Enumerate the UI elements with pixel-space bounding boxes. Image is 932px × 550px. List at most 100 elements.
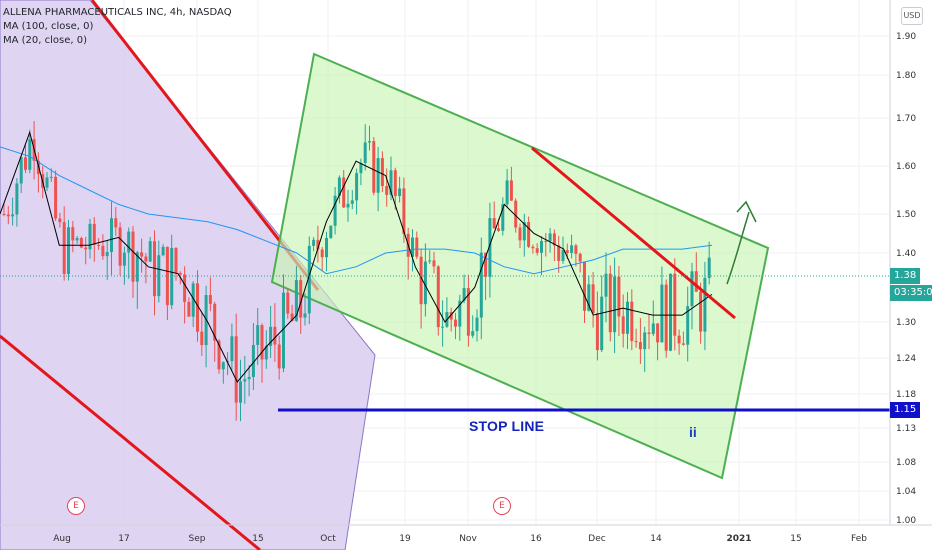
candle-body [144, 256, 148, 262]
candle-body [359, 163, 363, 174]
candle-body [454, 319, 457, 327]
candle-body [548, 233, 552, 242]
candle-body [221, 362, 225, 370]
candle-body [299, 280, 303, 318]
candle-body [97, 244, 101, 246]
candle-body [552, 233, 556, 246]
candle-body [380, 158, 384, 187]
candle-body [303, 313, 307, 318]
candle-body [561, 250, 565, 261]
time-tick-label: 19 [399, 534, 411, 544]
candle-body [28, 139, 32, 170]
candle-body [621, 316, 625, 334]
candle-body [148, 241, 152, 262]
candle-body [230, 336, 234, 362]
candle-body [522, 222, 526, 241]
candle-body [243, 379, 247, 382]
candle-body [170, 247, 174, 306]
countdown-badge: 03:35:07 [890, 285, 932, 301]
symbol-title[interactable]: ALLENA PHARMACEUTICALS INC, 4h, NASDAQ [3, 7, 232, 18]
candle-body [355, 173, 359, 201]
candle-body [436, 266, 440, 328]
candle-body [583, 261, 586, 311]
candle-body [673, 273, 677, 336]
candle-body [638, 342, 642, 350]
candle-body [329, 225, 333, 238]
candle-body [527, 222, 531, 247]
candle-body [131, 231, 135, 282]
time-tick-label: Aug [53, 534, 71, 544]
time-tick-label: 14 [650, 534, 662, 544]
green-channel [270, 52, 770, 480]
candle-body [161, 246, 165, 256]
candle-body [282, 292, 285, 369]
candle-body [368, 141, 371, 143]
ma100-legend[interactable]: MA (100, close, 0) [3, 21, 94, 32]
candle-body [350, 200, 354, 204]
candle-body [660, 284, 664, 343]
earnings-marker-2[interactable]: E [493, 497, 511, 515]
candle-body [6, 214, 10, 217]
candle-body [196, 283, 199, 332]
candle-body [376, 158, 380, 193]
candle-body [393, 170, 397, 197]
last-price-badge: 1.38 [890, 268, 921, 284]
candle-body [273, 326, 277, 345]
candle-body [574, 245, 578, 254]
price-tick-label: 1.04 [896, 487, 916, 497]
candle-body [402, 188, 406, 234]
candle-body [587, 284, 591, 311]
currency-button[interactable]: USD [901, 7, 923, 25]
candle-body [183, 274, 187, 302]
candle-body [58, 218, 62, 223]
stop-price-badge: 1.15 [890, 402, 921, 418]
candle-body [114, 218, 118, 228]
price-axis[interactable]: 1.90 1.80 1.70 1.60 1.50 1.40 1.30 1.24 1.18 1.13… [896, 32, 916, 526]
candle-body [54, 176, 58, 219]
candle-body [135, 252, 139, 282]
candle-body [264, 345, 268, 360]
candle-body [84, 247, 88, 250]
candle-body [79, 238, 83, 248]
candle-body [497, 228, 500, 231]
ma100-line [0, 146, 713, 275]
candle-body [101, 245, 105, 257]
candle-body [669, 273, 672, 351]
candle-body [531, 246, 535, 249]
wave-label: ii [689, 424, 697, 440]
candle-body [213, 303, 217, 341]
candle-body [140, 252, 144, 257]
candle-body [24, 157, 27, 170]
candle-body [492, 218, 496, 229]
time-axis[interactable]: Aug 17 Sep 15 Oct 19 Nov 16 Dec 14 2021 15 Feb [53, 534, 867, 544]
candle-body [239, 381, 242, 403]
candle-body [105, 252, 109, 257]
candle-body [312, 239, 316, 246]
chart-legend: ALLENA PHARMACEUTICALS INC, 4h, NASDAQ M… [3, 6, 232, 48]
candle-body [690, 271, 694, 307]
candle-body [398, 188, 402, 197]
price-tick-label: 1.60 [896, 162, 916, 172]
candle-body [509, 180, 513, 201]
candle-body [634, 341, 638, 343]
candle-body [540, 241, 543, 253]
earnings-marker-1[interactable]: E [67, 497, 85, 515]
candle-body [342, 177, 346, 208]
candle-body [441, 326, 445, 328]
stop-line-label: STOP LINE [469, 418, 545, 434]
candle-body [484, 252, 488, 277]
ma20-legend[interactable]: MA (20, close, 0) [3, 35, 88, 46]
red-resistance-trendline [531, 146, 736, 320]
candle-body [544, 241, 548, 243]
breakout-arrowhead [736, 200, 757, 223]
candle-body [415, 237, 419, 257]
candle-body [118, 227, 122, 266]
time-tick-label: 15 [790, 534, 801, 544]
candle-body [71, 227, 75, 241]
candle-body [505, 180, 509, 205]
candle-body [681, 343, 685, 345]
candle-body [15, 183, 19, 215]
time-tick-label: 17 [118, 534, 129, 544]
